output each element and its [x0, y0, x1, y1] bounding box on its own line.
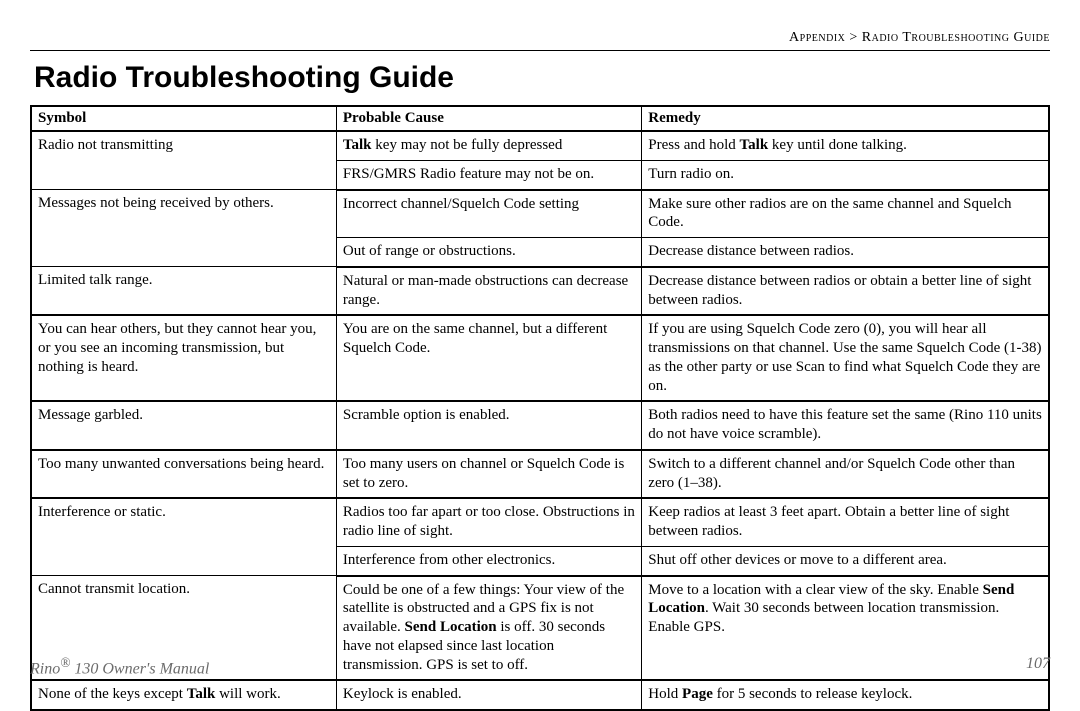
cell-remedy: Turn radio on. — [642, 160, 1049, 189]
cell-cause: FRS/GMRS Radio feature may not be on. — [336, 160, 641, 189]
table-row: You can hear others, but they cannot hea… — [31, 315, 1049, 401]
table-row: Messages not being received by others.In… — [31, 190, 1049, 238]
cell-symptom: Radio not transmitting — [31, 131, 336, 190]
cell-cause: Interference from other electronics. — [336, 546, 641, 575]
cell-remedy: Shut off other devices or move to a diff… — [642, 546, 1049, 575]
manual-page: Appendix > Radio Troubleshooting Guide R… — [0, 0, 1080, 702]
table-row: Too many unwanted conversations being he… — [31, 450, 1049, 499]
cell-symptom: Messages not being received by others. — [31, 190, 336, 267]
col-cause: Probable Cause — [336, 106, 641, 131]
cell-remedy: Decrease distance between radios. — [642, 238, 1049, 267]
cell-cause: Scramble option is enabled. — [336, 401, 641, 450]
cell-cause: Radios too far apart or too close. Obstr… — [336, 498, 641, 546]
cell-symptom: Too many unwanted conversations being he… — [31, 450, 336, 499]
manual-name: Rino® 130 Owner's Manual — [30, 655, 209, 678]
cell-cause: You are on the same channel, but a diffe… — [336, 315, 641, 401]
page-footer: Rino® 130 Owner's Manual 107 — [30, 655, 1050, 678]
cell-remedy: Keep radios at least 3 feet apart. Obtai… — [642, 498, 1049, 546]
cell-remedy: If you are using Squelch Code zero (0), … — [642, 315, 1049, 401]
cell-cause: Incorrect channel/Squelch Code setting — [336, 190, 641, 238]
col-symbol: Symbol — [31, 106, 336, 131]
cell-cause: Too many users on channel or Squelch Cod… — [336, 450, 641, 499]
cell-symptom: You can hear others, but they cannot hea… — [31, 315, 336, 401]
cell-symptom: None of the keys except Talk will work. — [31, 680, 336, 710]
cell-cause: Talk key may not be fully depressed — [336, 131, 641, 160]
cell-symptom: Message garbled. — [31, 401, 336, 450]
cell-symptom: Limited talk range. — [31, 267, 336, 316]
table-row: Radio not transmittingTalk key may not b… — [31, 131, 1049, 160]
cell-remedy: Both radios need to have this feature se… — [642, 401, 1049, 450]
cell-remedy: Hold Page for 5 seconds to release keylo… — [642, 680, 1049, 710]
table-row: Interference or static.Radios too far ap… — [31, 498, 1049, 546]
cell-remedy: Make sure other radios are on the same c… — [642, 190, 1049, 238]
table-row: None of the keys except Talk will work.K… — [31, 680, 1049, 710]
cell-cause: Out of range or obstructions. — [336, 238, 641, 267]
cell-symptom: Interference or static. — [31, 498, 336, 575]
table-row: Message garbled.Scramble option is enabl… — [31, 401, 1049, 450]
divider — [30, 50, 1050, 51]
troubleshooting-table: Symbol Probable Cause Remedy Radio not t… — [30, 105, 1050, 711]
table-body: Radio not transmittingTalk key may not b… — [31, 131, 1049, 710]
cell-cause: Keylock is enabled. — [336, 680, 641, 710]
table-row: Limited talk range.Natural or man-made o… — [31, 267, 1049, 316]
cell-remedy: Switch to a different channel and/or Squ… — [642, 450, 1049, 499]
cell-cause: Natural or man-made obstructions can dec… — [336, 267, 641, 316]
col-remedy: Remedy — [642, 106, 1049, 131]
page-title: Radio Troubleshooting Guide — [34, 61, 1050, 95]
table-header-row: Symbol Probable Cause Remedy — [31, 106, 1049, 131]
breadcrumb: Appendix > Radio Troubleshooting Guide — [30, 30, 1050, 46]
cell-remedy: Decrease distance between radios or obta… — [642, 267, 1049, 316]
cell-remedy: Press and hold Talk key until done talki… — [642, 131, 1049, 160]
page-number: 107 — [1026, 655, 1050, 678]
